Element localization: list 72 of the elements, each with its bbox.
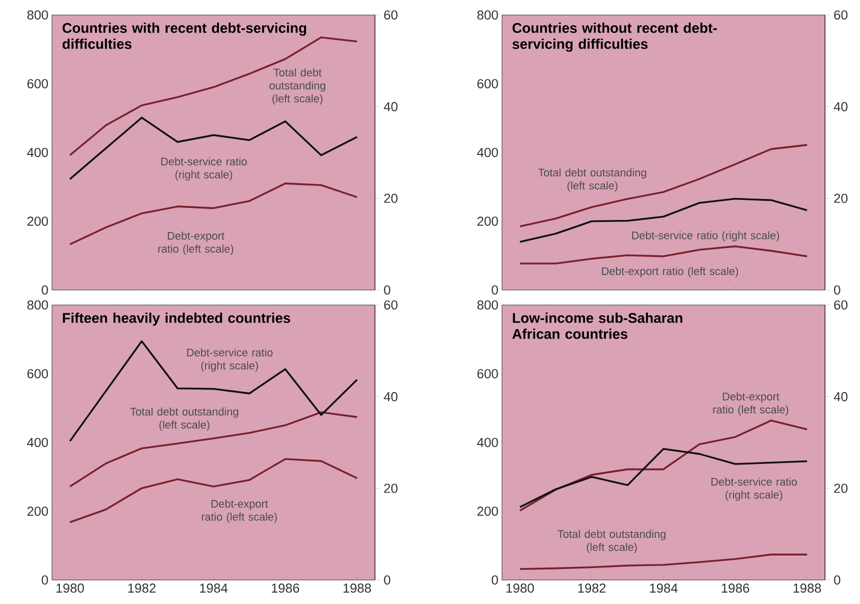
x-tick-label: 1980 (56, 584, 84, 593)
y-tick-label: 800 (27, 10, 48, 20)
x-tick-label: 1986 (722, 584, 750, 593)
series-label: Total debt outstanding (left scale) (130, 407, 238, 431)
x-tick-label: 1984 (200, 584, 228, 593)
series-label: Total debt outstanding (left scale) (558, 530, 666, 554)
x-tick-label: 1984 (650, 584, 678, 593)
y2-tick-label: 0 (834, 575, 840, 585)
x-tick-label: 1988 (344, 584, 371, 593)
x-tick-label: 1986 (272, 584, 300, 593)
y2-tick-label: 0 (834, 285, 840, 295)
y2-tick-label: 60 (384, 10, 398, 20)
line-series (69, 116, 358, 180)
y-tick-label: 200 (477, 216, 498, 226)
x-tick-label: 1980 (506, 584, 534, 593)
y-tick-label: 800 (477, 10, 498, 20)
line-series (519, 245, 808, 264)
text: Fifteen heavily indebted countries (62, 312, 290, 326)
series-label: Debt-export ratio (left scale) (713, 392, 788, 416)
y2-tick-label: 0 (384, 285, 390, 295)
y-tick-label: 0 (492, 575, 498, 585)
series-label: Debt-service ratio (right scale) (161, 157, 247, 181)
text: Countries without recent debt-servicing difficulties (512, 22, 717, 52)
y-tick-label: 0 (492, 285, 498, 295)
series-label: Debt-export ratio (left scale) (602, 266, 738, 278)
y-tick-label: 200 (477, 506, 498, 516)
y2-tick-label: 20 (834, 194, 848, 203)
series-label: Total debt outstanding (left scale) (538, 168, 646, 192)
y2-tick-label: 20 (384, 194, 398, 203)
series-label: Debt-service ratio (right scale) (711, 478, 797, 501)
y-tick-label: 800 (27, 300, 48, 310)
text: Countries with recent debt-servicing difficulties (62, 22, 306, 49)
line-series (69, 458, 358, 524)
y-tick-label: 800 (477, 300, 498, 310)
y2-tick-label: 60 (384, 300, 398, 310)
line-series (519, 144, 808, 228)
series-label: Debt-export ratio (left scale) (202, 500, 277, 523)
y-tick-label: 600 (27, 79, 48, 88)
series-label: Debt-export ratio (left scale) (158, 232, 234, 255)
y2-tick-label: 20 (384, 484, 398, 493)
y2-tick-label: 20 (834, 484, 848, 493)
y2-tick-label: 0 (384, 575, 390, 585)
line-series (69, 340, 358, 442)
line-series (519, 448, 808, 508)
y2-tick-label: 40 (384, 392, 398, 402)
y-tick-label: 400 (477, 148, 498, 158)
y2-tick-label: 40 (834, 392, 848, 402)
line-series (519, 198, 808, 243)
text: Low-income sub-Saharan African countries (512, 312, 682, 339)
y2-tick-label: 40 (384, 102, 398, 112)
line-series (69, 182, 358, 246)
line-series (519, 554, 808, 570)
y-tick-label: 0 (42, 285, 48, 295)
series-label: Total debt outstanding (left scale) (270, 68, 326, 105)
x-tick-label: 1982 (128, 584, 156, 593)
series-label: Debt-service ratio (right scale) (632, 231, 780, 242)
y2-tick-label: 60 (834, 10, 848, 20)
x-tick-label: 1988 (794, 584, 821, 593)
y-tick-label: 600 (477, 79, 498, 88)
y-tick-label: 600 (27, 369, 48, 378)
x-tick-label: 1982 (578, 584, 606, 593)
y-tick-label: 200 (27, 506, 48, 516)
y-tick-label: 400 (477, 438, 498, 448)
y-tick-label: 400 (27, 148, 48, 158)
y2-tick-label: 60 (834, 300, 848, 310)
y-tick-label: 200 (27, 216, 48, 226)
line-series (519, 420, 808, 512)
y2-tick-label: 40 (834, 102, 848, 112)
series-label: Debt-service ratio (right scale) (187, 348, 273, 372)
y-tick-label: 0 (42, 575, 48, 585)
y-tick-label: 600 (477, 369, 498, 378)
y-tick-label: 400 (27, 438, 48, 448)
